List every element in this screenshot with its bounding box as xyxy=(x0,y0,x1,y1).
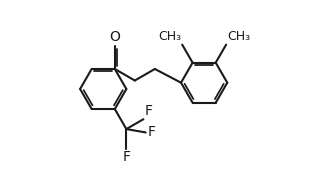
Text: F: F xyxy=(122,150,130,164)
Text: O: O xyxy=(109,30,120,44)
Text: F: F xyxy=(147,125,155,140)
Text: CH₃: CH₃ xyxy=(158,30,181,43)
Text: F: F xyxy=(144,104,152,118)
Text: CH₃: CH₃ xyxy=(227,30,250,43)
